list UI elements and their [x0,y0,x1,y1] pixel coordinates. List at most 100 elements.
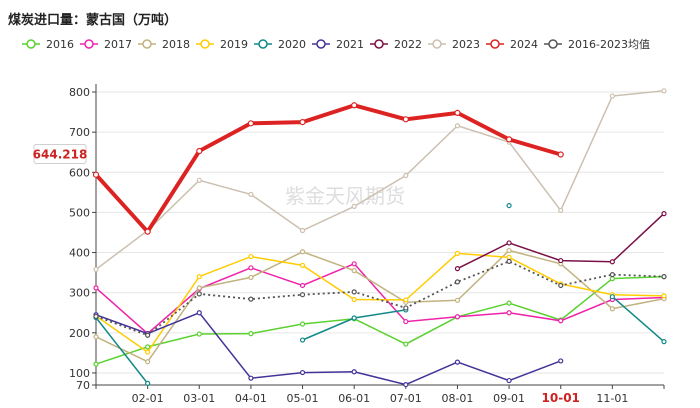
data-point[interactable] [506,247,512,254]
data-point[interactable] [299,282,306,289]
data-point[interactable] [248,191,254,197]
legend-item[interactable]: 2019 [196,38,248,51]
data-point[interactable] [454,266,461,272]
data-point[interactable] [247,120,255,127]
data-point[interactable] [299,119,306,126]
data-point[interactable] [661,211,667,217]
data-point[interactable] [144,228,151,235]
data-point[interactable] [196,310,202,316]
data-point[interactable] [351,289,357,295]
legend-item[interactable]: 2016 [22,38,74,51]
data-point[interactable] [506,240,512,246]
data-point[interactable] [661,339,667,345]
data-point[interactable] [351,268,357,274]
data-point[interactable] [403,297,409,303]
data-point[interactable] [351,102,358,109]
data-point[interactable] [661,293,667,299]
data-point[interactable] [454,279,461,285]
data-point[interactable] [93,285,99,291]
data-point[interactable] [299,369,306,376]
data-point[interactable] [299,337,306,343]
data-point[interactable] [558,282,564,289]
data-point[interactable] [558,207,564,214]
data-point[interactable] [351,261,357,267]
data-point[interactable] [558,257,564,264]
data-point[interactable] [299,227,306,234]
data-point[interactable] [661,88,667,94]
legend-item[interactable]: 2017 [80,38,132,51]
data-point[interactable] [145,344,151,350]
data-point[interactable] [248,253,254,260]
legend-swatch-marker [84,39,94,49]
data-point[interactable] [145,359,151,365]
legend-item[interactable]: 2021 [312,38,364,51]
data-point[interactable] [196,274,202,280]
legend-swatch-marker [26,39,36,49]
data-point[interactable] [506,300,512,306]
legend-item[interactable]: 2020 [254,38,306,51]
data-point[interactable] [454,297,461,303]
legend-item[interactable]: 2024 [486,38,538,51]
legend-item[interactable]: 2022 [370,38,422,51]
data-point[interactable] [609,276,615,282]
legend-item[interactable]: 2018 [138,38,190,51]
data-point[interactable] [402,116,409,123]
data-point[interactable] [351,369,357,375]
data-point[interactable] [506,254,512,260]
data-point[interactable] [93,313,99,319]
data-point[interactable] [454,359,461,365]
data-point[interactable] [196,285,202,291]
data-point[interactable] [196,291,202,297]
data-point[interactable] [145,380,151,386]
data-point[interactable] [299,292,306,298]
data-point[interactable] [248,296,254,302]
data-point[interactable] [299,321,306,327]
data-point[interactable] [506,377,512,384]
data-point[interactable] [454,314,461,320]
data-point[interactable] [248,331,254,337]
legend-item[interactable]: 2023 [428,38,480,51]
data-point[interactable] [609,259,615,265]
data-point[interactable] [609,294,615,300]
data-point[interactable] [93,266,99,273]
data-point[interactable] [351,203,357,209]
data-point[interactable] [609,272,615,278]
data-point[interactable] [609,306,615,312]
data-point[interactable] [403,172,409,179]
data-point[interactable] [351,315,357,321]
data-point[interactable] [248,265,254,271]
data-point[interactable] [196,331,202,337]
data-point[interactable] [93,361,99,367]
data-point[interactable] [454,123,461,129]
data-point[interactable] [351,296,357,303]
data-point[interactable] [454,109,461,116]
data-point[interactable] [196,177,202,183]
data-point[interactable] [403,381,409,388]
data-point[interactable] [196,147,203,155]
data-point[interactable] [454,250,461,256]
data-point[interactable] [299,249,306,255]
data-point[interactable] [505,136,513,143]
data-point[interactable] [403,318,409,325]
data-point[interactable] [248,274,254,281]
y-tick-label: 500 [69,206,90,219]
data-point[interactable] [609,93,615,99]
data-point[interactable] [403,305,409,311]
data-point[interactable] [506,258,512,264]
value-badge: 644.218 [33,144,87,165]
data-point[interactable] [558,358,564,364]
data-point[interactable] [145,332,151,338]
data-point[interactable] [299,262,306,268]
data-point[interactable] [403,341,409,347]
data-point[interactable] [92,171,100,178]
data-point[interactable] [558,318,564,324]
data-point[interactable] [145,349,151,355]
legend-item[interactable]: 2016-2023均值 [544,38,650,51]
data-point[interactable] [248,375,254,381]
data-point[interactable] [661,274,667,280]
data-point[interactable] [506,310,512,316]
data-point[interactable] [557,151,564,158]
data-point[interactable] [506,202,512,209]
legend-label: 2017 [104,38,132,51]
data-point[interactable] [93,334,99,340]
